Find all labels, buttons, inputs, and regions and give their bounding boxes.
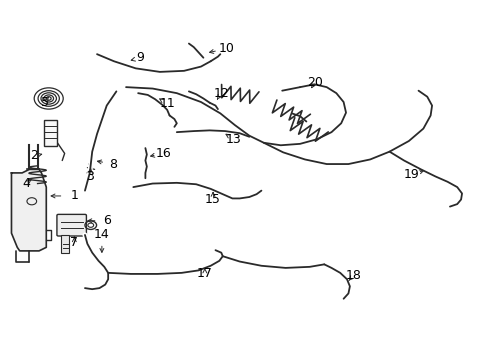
Bar (44, 120, 57, 146)
Text: 5: 5 (41, 95, 49, 108)
Text: 12: 12 (213, 87, 229, 100)
Text: 4: 4 (22, 177, 30, 190)
Text: 18: 18 (345, 269, 361, 282)
Text: 16: 16 (155, 147, 171, 160)
Text: 3: 3 (86, 170, 94, 183)
Text: 6: 6 (102, 214, 110, 227)
Text: 13: 13 (225, 133, 241, 146)
Text: 11: 11 (159, 97, 175, 110)
Text: 14: 14 (94, 229, 109, 242)
Text: 7: 7 (70, 235, 78, 248)
Text: 19: 19 (403, 168, 418, 181)
Polygon shape (11, 169, 46, 251)
Bar (61, 235, 69, 253)
Text: 17: 17 (197, 267, 212, 280)
Text: 1: 1 (70, 189, 78, 202)
Text: 9: 9 (136, 51, 144, 64)
Text: 2: 2 (30, 149, 38, 162)
Text: 15: 15 (205, 193, 221, 206)
FancyBboxPatch shape (57, 215, 86, 236)
Text: 20: 20 (306, 76, 322, 89)
Text: 8: 8 (109, 158, 117, 171)
Text: 10: 10 (218, 42, 234, 55)
